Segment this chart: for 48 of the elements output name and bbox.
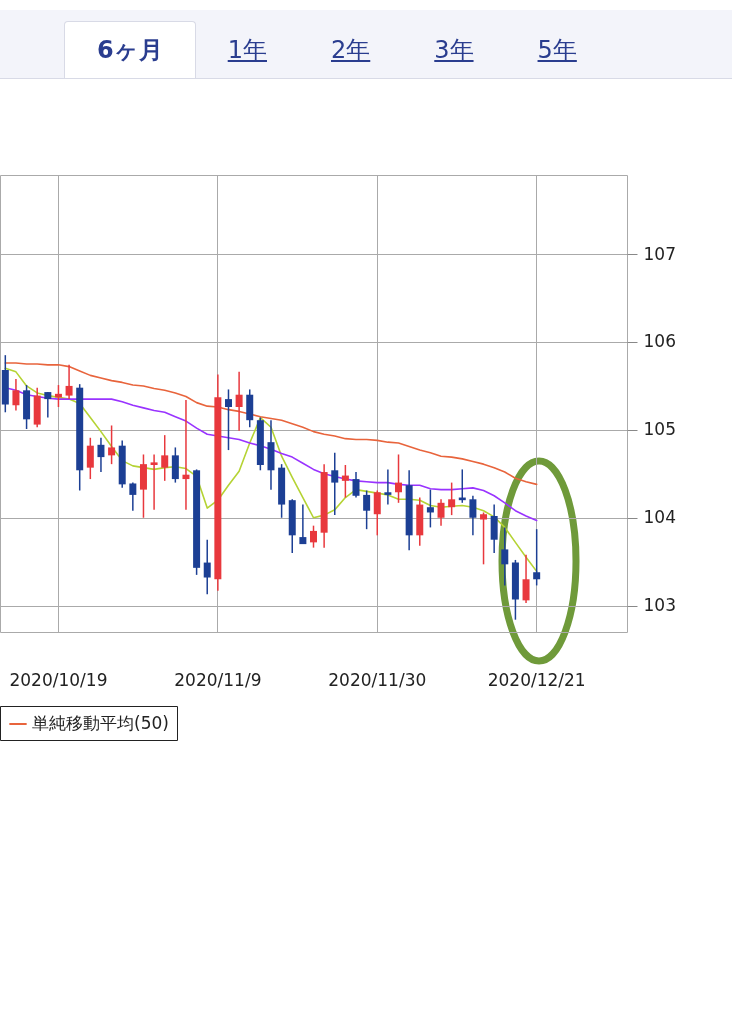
candlestick	[65, 364, 73, 400]
text: 1年	[226, 35, 268, 66]
candlestick	[533, 528, 541, 587]
candlestick	[469, 495, 477, 537]
candlestick	[448, 481, 456, 516]
candlestick	[341, 464, 349, 499]
candlestick	[182, 399, 190, 511]
x-tick-label: 2020/12/21	[487, 669, 586, 690]
y-tick-label: 104	[643, 507, 676, 528]
candlestick	[12, 378, 20, 412]
x-tick-label: 2020/11/9	[174, 669, 262, 690]
text: 6ヶ月	[64, 21, 196, 78]
candlestick	[331, 451, 339, 516]
candlestick	[501, 526, 509, 587]
x-tick-label: 2020/11/30	[328, 669, 427, 690]
candlestick	[480, 511, 488, 566]
candlestick	[437, 498, 445, 527]
x-tick-label: 2020/10/19	[9, 669, 108, 690]
candlestick	[352, 471, 360, 499]
candlestick	[161, 434, 169, 482]
candlestick	[224, 388, 232, 451]
candlestick	[86, 437, 94, 480]
text: 3年	[433, 35, 475, 66]
candlestick	[44, 391, 52, 419]
candlestick	[150, 453, 158, 511]
candlestick	[363, 489, 371, 530]
candlestick	[235, 371, 243, 432]
candlestick	[384, 468, 392, 506]
candlestick	[203, 538, 211, 595]
candlestick	[171, 446, 179, 484]
candlestick	[395, 453, 403, 504]
text: 5年	[536, 35, 578, 66]
candlestick	[299, 503, 307, 545]
candlestick	[129, 481, 137, 512]
candlestick	[310, 524, 317, 549]
candlestick	[522, 553, 530, 604]
text: 2年	[330, 35, 372, 66]
y-tick-label: 103	[643, 595, 676, 616]
candlestick	[490, 503, 498, 554]
line-series	[4, 362, 538, 486]
y-tick-label: 106	[643, 331, 676, 352]
y-tick-label: 107	[643, 243, 676, 264]
y-tick-label: 105	[643, 419, 676, 440]
candlestick	[426, 488, 434, 529]
legend-label: 単純移動平均(50)	[32, 713, 169, 733]
candlestick	[373, 489, 381, 537]
candlestick	[108, 424, 116, 465]
candlestick	[97, 437, 105, 473]
